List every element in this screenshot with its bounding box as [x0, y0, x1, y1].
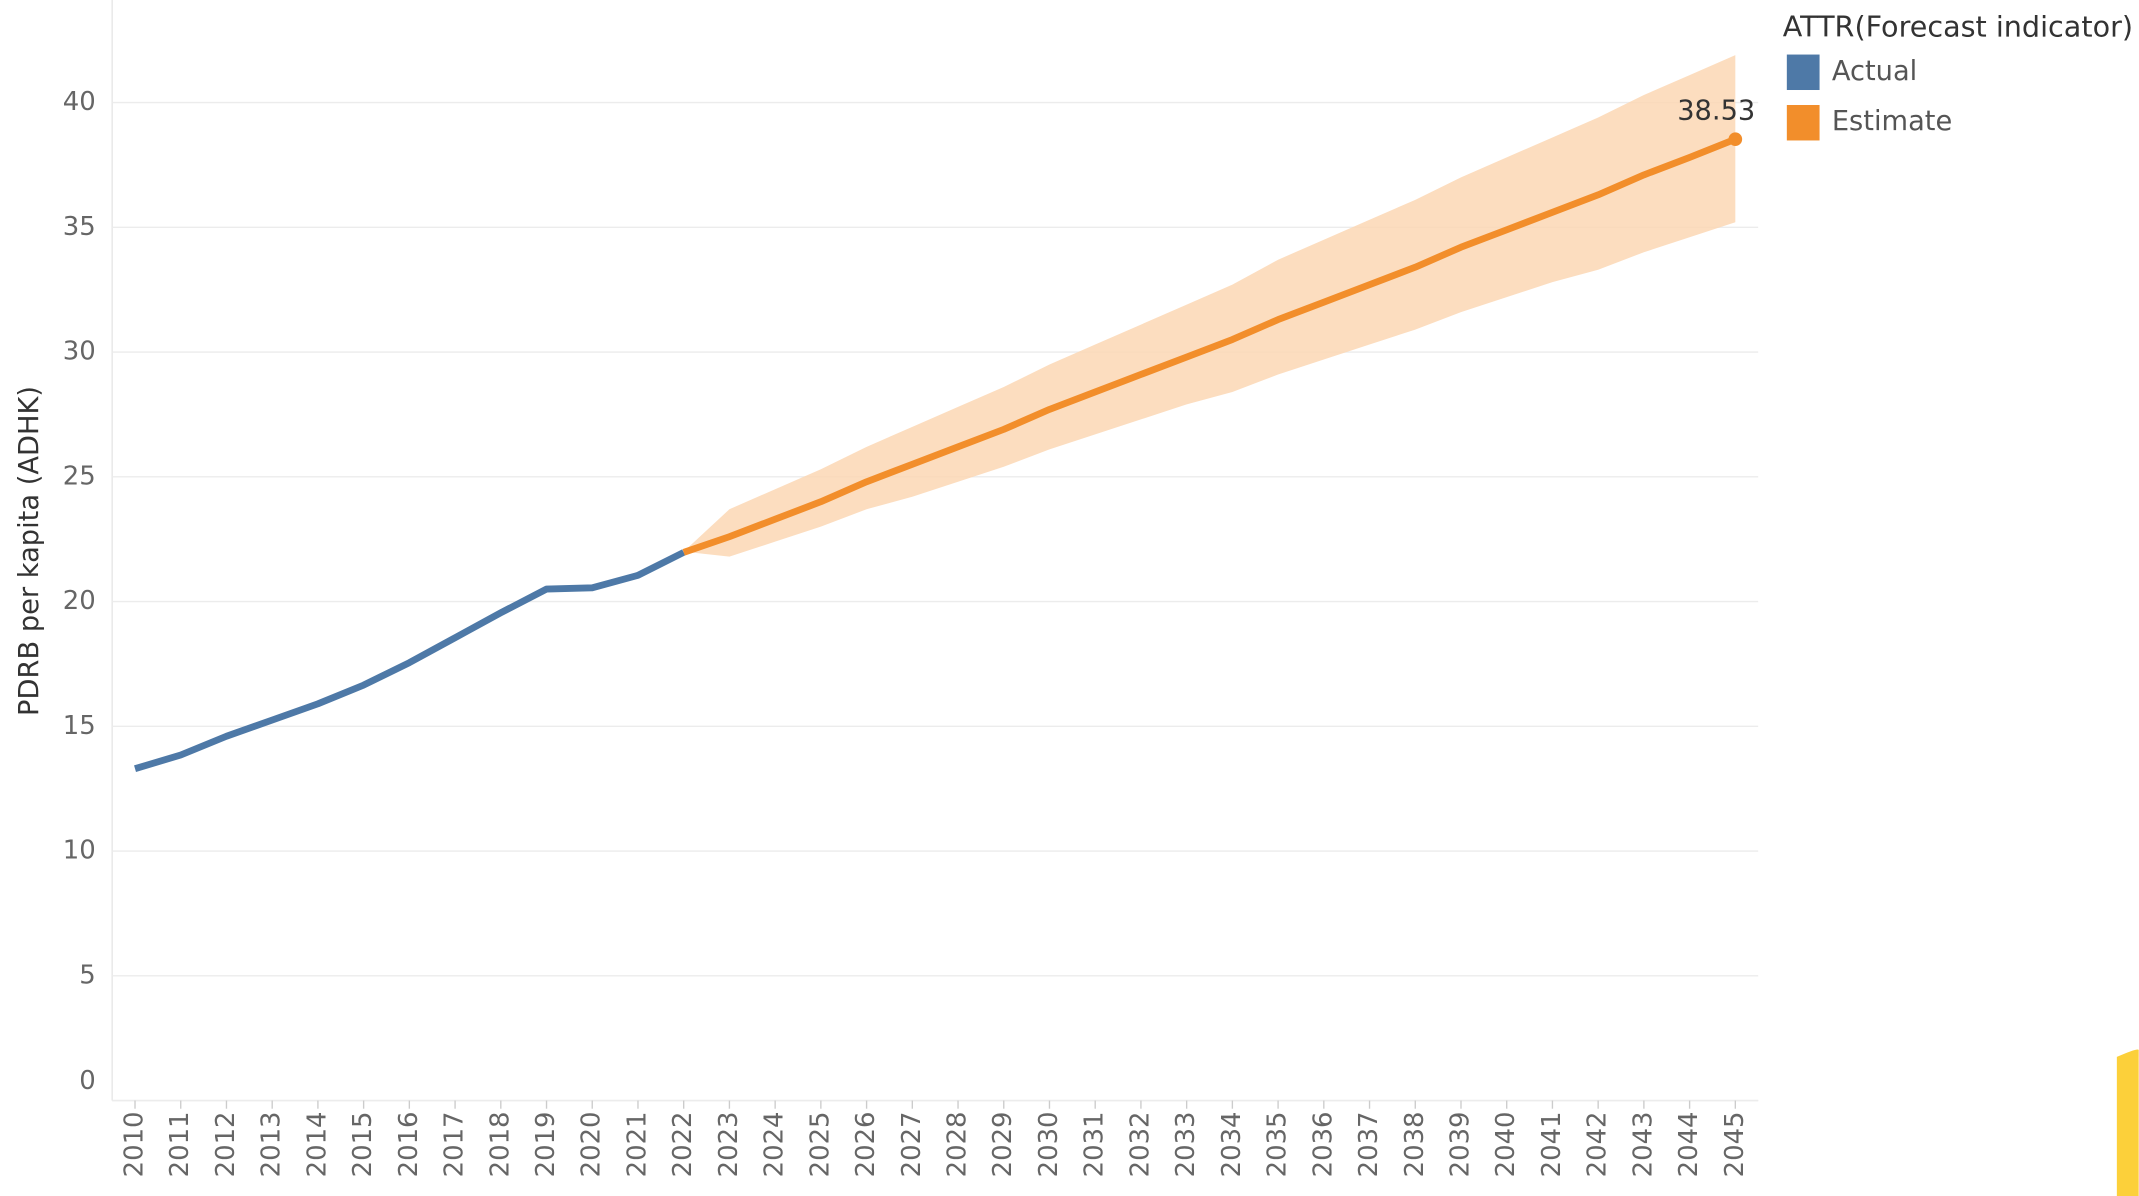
y-tick-label: 10 [63, 836, 96, 866]
end-point [1728, 132, 1743, 147]
legend-label: Actual [1832, 56, 1917, 87]
x-tick-label: 2042 [1583, 1111, 1613, 1177]
x-tick-label: 2037 [1354, 1111, 1384, 1177]
forecast-band [683, 55, 1736, 557]
y-tick-label: 25 [63, 461, 96, 491]
x-tick-label: 2029 [988, 1111, 1018, 1177]
series-line [134, 549, 686, 772]
x-tick-label: 2044 [1674, 1111, 1704, 1177]
x-tick-label: 2039 [1445, 1111, 1475, 1177]
x-tick-label: 2016 [394, 1111, 424, 1177]
legend-swatch [1786, 54, 1820, 91]
x-tick-label: 2034 [1217, 1111, 1247, 1177]
x-tick-label: 2045 [1720, 1111, 1750, 1177]
x-tick-label: 2018 [485, 1111, 515, 1177]
series-line [682, 136, 1737, 556]
x-tick-label: 2011 [165, 1111, 195, 1177]
x-tick-label: 2027 [897, 1111, 927, 1177]
y-tick-label: 40 [63, 87, 96, 117]
x-tick-label: 2026 [851, 1111, 881, 1177]
x-tick-label: 2019 [531, 1111, 561, 1177]
y-tick-label: 0 [79, 1066, 95, 1096]
x-tick-label: 2022 [668, 1111, 698, 1177]
decoration [2116, 1049, 2139, 1196]
x-tick-label: 2012 [211, 1111, 241, 1177]
x-tick-label: 2036 [1308, 1111, 1338, 1177]
legend-title: ATTR(Forecast indicator) [1783, 10, 2133, 44]
legend-label: Estimate [1832, 106, 1952, 137]
x-tick-label: 2032 [1125, 1111, 1155, 1177]
legend-swatch [1786, 105, 1820, 141]
y-tick-label: 20 [63, 586, 96, 616]
y-tick-label: 30 [63, 337, 96, 367]
x-tick-label: 2043 [1628, 1111, 1658, 1177]
y-tick-label: 15 [63, 711, 96, 741]
x-tick-label: 2015 [348, 1111, 378, 1177]
x-tick-label: 2030 [1034, 1111, 1064, 1177]
data-label: 38.53 [1677, 95, 1755, 126]
x-tick-label: 2014 [302, 1111, 332, 1177]
x-tick-label: 2041 [1537, 1111, 1567, 1177]
x-tick-label: 2040 [1491, 1111, 1521, 1177]
x-tick-label: 2013 [257, 1111, 287, 1177]
x-tick-label: 2010 [120, 1111, 150, 1177]
x-tick-label: 2028 [943, 1111, 973, 1177]
x-tick-label: 2031 [1080, 1111, 1110, 1177]
y-tick-label: 5 [79, 960, 95, 990]
x-tick-label: 2020 [577, 1111, 607, 1177]
y-tick-label: 35 [63, 212, 96, 242]
x-tick-label: 2017 [440, 1111, 470, 1177]
x-tick-label: 2033 [1171, 1111, 1201, 1177]
x-tick-label: 2025 [805, 1111, 835, 1177]
y-axis-title: PDRB per kapita (ADHK) [14, 386, 45, 716]
x-tick-label: 2023 [714, 1111, 744, 1177]
x-tick-label: 2035 [1263, 1111, 1293, 1177]
x-tick-label: 2021 [622, 1111, 652, 1177]
x-tick-label: 2038 [1400, 1111, 1430, 1177]
x-tick-label: 2024 [760, 1111, 790, 1177]
